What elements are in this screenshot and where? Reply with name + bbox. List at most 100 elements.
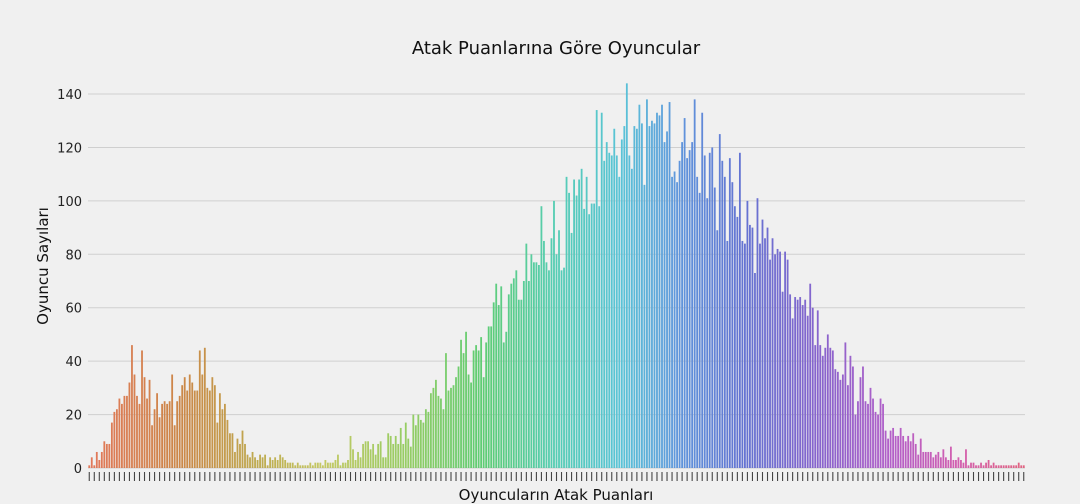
bar: [731, 182, 734, 468]
bar: [814, 345, 817, 468]
bar: [239, 443, 241, 468]
bar: [982, 465, 985, 468]
bar: [88, 465, 91, 468]
bar: [656, 112, 658, 468]
bar: [693, 99, 696, 469]
bar: [806, 315, 809, 468]
bar: [103, 441, 106, 468]
bar: [955, 459, 957, 468]
bar: [894, 435, 897, 468]
bar: [683, 118, 686, 468]
bar: [651, 120, 653, 469]
bar: [266, 465, 269, 468]
bar: [570, 232, 573, 468]
bar: [879, 398, 882, 468]
bar: [100, 451, 103, 468]
bar: [517, 299, 520, 468]
bar: [208, 390, 211, 468]
bar: [623, 126, 626, 468]
bar: [429, 393, 432, 468]
bar: [995, 465, 998, 468]
bar: [638, 104, 641, 469]
bar: [711, 147, 714, 468]
bar: [698, 192, 701, 469]
bar: [804, 299, 807, 468]
bar: [736, 216, 739, 468]
bar: [452, 385, 455, 468]
bar: [605, 142, 608, 469]
bar: [618, 176, 621, 468]
bar: [347, 459, 349, 468]
bar: [944, 457, 947, 468]
bar: [794, 297, 797, 468]
bar: [226, 419, 229, 468]
bar: [485, 342, 488, 468]
bar: [417, 414, 420, 468]
bar: [716, 230, 719, 468]
bar: [492, 302, 495, 468]
bar: [600, 112, 603, 468]
bar: [168, 401, 171, 468]
bar: [927, 451, 930, 468]
bar: [191, 382, 194, 468]
bar: [776, 248, 779, 468]
bar: [432, 387, 435, 468]
y-tick-label: 0: [74, 462, 82, 477]
bar: [339, 465, 342, 468]
bar: [389, 435, 392, 468]
x-tick-labels: [88, 472, 1025, 481]
bar: [733, 206, 736, 468]
bar: [1005, 465, 1008, 468]
bar: [279, 454, 282, 468]
bar: [329, 462, 332, 468]
bar: [779, 251, 781, 468]
bar: [193, 390, 196, 468]
bar: [648, 126, 651, 468]
bar: [834, 369, 837, 468]
bar: [821, 355, 824, 468]
bar: [801, 305, 804, 468]
bar: [661, 104, 663, 469]
bar: [929, 451, 932, 468]
bar: [635, 128, 638, 468]
bar: [829, 347, 832, 468]
bar: [857, 401, 859, 468]
bar: [344, 462, 347, 468]
bar: [658, 115, 661, 469]
bar: [766, 227, 769, 468]
bar: [522, 281, 525, 468]
bar: [749, 224, 751, 468]
bar: [744, 243, 746, 468]
bar: [301, 465, 304, 468]
bars: [88, 83, 1025, 469]
bar: [907, 435, 910, 468]
bar: [251, 451, 254, 468]
bar: [1022, 465, 1025, 468]
bar: [538, 264, 540, 468]
bar: [374, 454, 377, 468]
bar: [286, 462, 289, 468]
bar: [442, 409, 445, 468]
bar: [256, 459, 259, 468]
bar: [121, 403, 123, 468]
bar: [585, 176, 588, 468]
bar: [422, 422, 425, 468]
bar: [967, 465, 970, 468]
bar: [899, 427, 902, 468]
bar: [384, 457, 387, 468]
bar: [224, 403, 226, 468]
bar: [630, 168, 633, 468]
bar: [407, 438, 410, 468]
y-tick-label: 140: [57, 88, 82, 103]
bar: [490, 326, 493, 468]
bar: [133, 374, 136, 468]
bar: [221, 409, 224, 468]
bar: [949, 446, 952, 468]
bar: [673, 171, 676, 469]
bar: [791, 318, 794, 468]
bar: [593, 203, 596, 469]
bar: [909, 441, 912, 468]
bar: [342, 462, 344, 468]
bar: [530, 254, 533, 468]
bar: [588, 214, 591, 468]
